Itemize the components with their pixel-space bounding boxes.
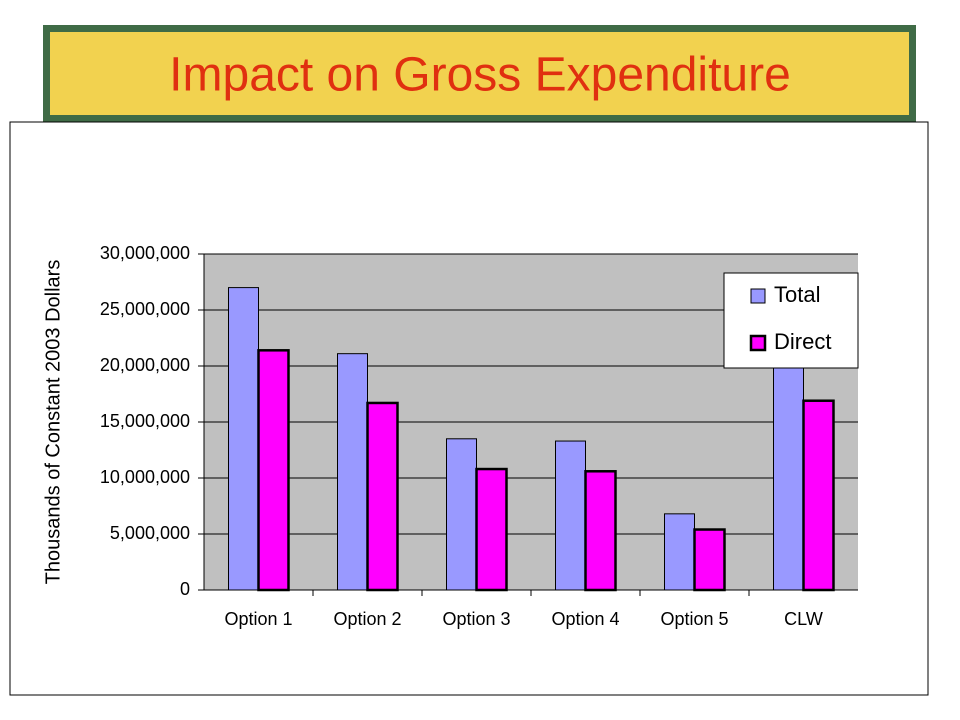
y-tick-label: 25,000,000 [100,299,190,319]
bar [693,528,726,592]
y-tick-label: 20,000,000 [100,355,190,375]
chart-title: Impact on Gross Expenditure [169,49,791,102]
y-axis-title: Thousands of Constant 2003 Dollars [42,260,64,585]
bar [257,349,290,592]
y-tick-label: 15,000,000 [100,411,190,431]
bar [446,438,477,591]
legend-label: Total [774,282,820,307]
title-banner [50,32,909,115]
x-tick-label: Option 3 [442,609,510,629]
bar [475,467,508,592]
bar [366,401,399,592]
y-tick-label: 10,000,000 [100,467,190,487]
legend-box [723,272,859,369]
marks: 0 5,000,000 10,000,000 15,000,000 20,000,000… [100,243,859,629]
x-tick-label: Option 4 [551,609,619,629]
bar [584,470,617,592]
y-tick-label: 5,000,000 [110,523,190,543]
bar [228,287,259,591]
x-tick-label: CLW [784,609,823,629]
y-tick-label: 0 [180,579,190,599]
bar [773,348,804,591]
bar [664,513,695,591]
x-tick-label: Option 1 [224,609,292,629]
x-tick-label: Option 5 [660,609,728,629]
bar [337,353,368,591]
y-tick-label: 30,000,000 [100,243,190,263]
legend-swatch [749,334,767,352]
bar [802,399,835,592]
legend-label: Direct [774,329,831,354]
bar [555,440,586,591]
x-tick-label: Option 2 [333,609,401,629]
legend-swatch [750,288,766,304]
